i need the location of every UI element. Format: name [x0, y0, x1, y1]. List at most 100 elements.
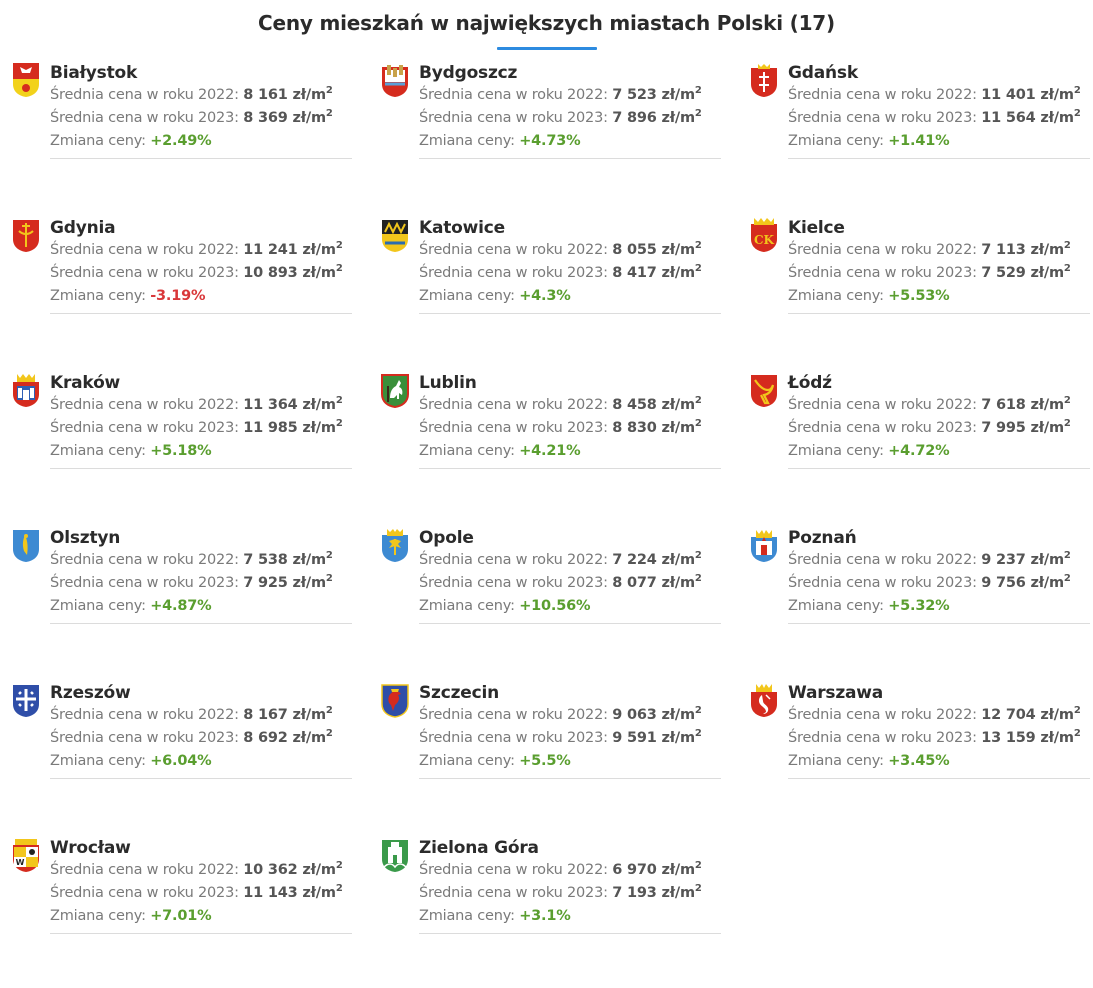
change-row: Zmiana ceny: +4.21%	[419, 440, 721, 463]
city-name[interactable]: Zielona Góra	[419, 838, 539, 858]
price-2022-row: Średnia cena w roku 2022: 8 055 zł/m2	[419, 239, 721, 262]
price-2023-value: 11 564 zł/m2	[981, 108, 1081, 126]
price-2022-value: 10 362 zł/m2	[243, 860, 343, 878]
change-row: Zmiana ceny: -3.19%	[50, 285, 352, 308]
city-info: Kraków Średnia cena w roku 2022: 11 364 …	[50, 372, 352, 469]
change-value: +4.21%	[519, 443, 581, 459]
city-card: Olsztyn Średnia cena w roku 2022: 7 538 …	[0, 523, 369, 678]
city-name[interactable]: Łódź	[788, 373, 832, 393]
card-divider	[419, 468, 721, 469]
city-info: Lublin Średnia cena w roku 2022: 8 458 z…	[419, 372, 721, 469]
change-label: Zmiana ceny:	[50, 133, 146, 149]
change-label: Zmiana ceny:	[788, 753, 884, 769]
price-2022-label: Średnia cena w roku 2022:	[788, 397, 977, 413]
city-name[interactable]: Szczecin	[419, 683, 500, 703]
lodz-crest-icon	[750, 372, 778, 408]
change-value: +3.1%	[519, 908, 571, 924]
kielce-crest-icon: CK	[750, 217, 778, 253]
svg-text:W: W	[16, 858, 25, 867]
price-2022-value: 9 237 zł/m2	[981, 550, 1071, 568]
city-name[interactable]: Katowice	[419, 218, 505, 238]
page-title: Ceny mieszkań w największych miastach Po…	[258, 11, 835, 35]
price-2023-label: Średnia cena w roku 2023:	[788, 575, 977, 591]
change-value: +4.72%	[888, 443, 950, 459]
card-divider	[50, 158, 352, 159]
price-2023-label: Średnia cena w roku 2023:	[50, 110, 239, 126]
city-name[interactable]: Olsztyn	[50, 528, 121, 548]
price-2023-label: Średnia cena w roku 2023:	[419, 885, 608, 901]
change-label: Zmiana ceny:	[50, 908, 146, 924]
city-name[interactable]: Opole	[419, 528, 474, 548]
price-2022-value: 9 063 zł/m2	[612, 705, 702, 723]
change-value: +3.45%	[888, 753, 950, 769]
price-2023-value: 8 692 zł/m2	[243, 728, 333, 746]
city-info: Opole Średnia cena w roku 2022: 7 224 zł…	[419, 527, 721, 624]
price-2023-value: 11 143 zł/m2	[243, 883, 343, 901]
price-2023-value: 9 756 zł/m2	[981, 573, 1071, 591]
change-label: Zmiana ceny:	[788, 598, 884, 614]
price-2023-label: Średnia cena w roku 2023:	[419, 110, 608, 126]
price-2022-row: Średnia cena w roku 2022: 9 237 zł/m2	[788, 549, 1090, 572]
change-value: +4.87%	[150, 598, 212, 614]
change-value: -3.19%	[150, 288, 206, 304]
price-2022-label: Średnia cena w roku 2022:	[419, 707, 608, 723]
price-2023-label: Średnia cena w roku 2023:	[788, 265, 977, 281]
change-row: Zmiana ceny: +4.87%	[50, 595, 352, 618]
price-2023-value: 9 591 zł/m2	[612, 728, 702, 746]
change-label: Zmiana ceny:	[50, 598, 146, 614]
city-name[interactable]: Wrocław	[50, 838, 131, 858]
price-2022-label: Średnia cena w roku 2022:	[788, 552, 977, 568]
change-value: +7.01%	[150, 908, 212, 924]
krakow-crest-icon	[12, 372, 40, 408]
price-2023-row: Średnia cena w roku 2023: 7 193 zł/m2	[419, 882, 721, 905]
city-info: Kielce Średnia cena w roku 2022: 7 113 z…	[788, 217, 1090, 314]
city-info: Gdańsk Średnia cena w roku 2022: 11 401 …	[788, 62, 1090, 159]
price-2023-label: Średnia cena w roku 2023:	[419, 730, 608, 746]
city-card: Kraków Średnia cena w roku 2022: 11 364 …	[0, 368, 369, 523]
gdynia-crest-icon	[12, 217, 40, 253]
opole-crest-icon	[381, 527, 409, 563]
city-card: Szczecin Średnia cena w roku 2022: 9 063…	[369, 678, 738, 833]
change-label: Zmiana ceny:	[419, 753, 515, 769]
change-value: +5.5%	[519, 753, 571, 769]
city-name[interactable]: Poznań	[788, 528, 857, 548]
city-name[interactable]: Białystok	[50, 63, 138, 83]
poznan-crest-icon	[750, 527, 778, 563]
price-2022-value: 8 167 zł/m2	[243, 705, 333, 723]
price-2022-row: Średnia cena w roku 2022: 7 113 zł/m2	[788, 239, 1090, 262]
price-2023-value: 11 985 zł/m2	[243, 418, 343, 436]
price-2023-value: 7 896 zł/m2	[612, 108, 702, 126]
change-value: +5.32%	[888, 598, 950, 614]
city-info: Rzeszów Średnia cena w roku 2022: 8 167 …	[50, 682, 352, 779]
change-row: Zmiana ceny: +10.56%	[419, 595, 721, 618]
card-divider	[50, 468, 352, 469]
city-card: Lublin Średnia cena w roku 2022: 8 458 z…	[369, 368, 738, 523]
city-name[interactable]: Kielce	[788, 218, 845, 238]
city-name[interactable]: Rzeszów	[50, 683, 131, 703]
city-name[interactable]: Bydgoszcz	[419, 63, 518, 83]
price-2022-value: 7 618 zł/m2	[981, 395, 1071, 413]
price-2023-label: Średnia cena w roku 2023:	[50, 265, 239, 281]
city-name[interactable]: Kraków	[50, 373, 121, 393]
price-2023-value: 8 077 zł/m2	[612, 573, 702, 591]
card-divider	[788, 623, 1090, 624]
price-2022-row: Średnia cena w roku 2022: 10 362 zł/m2	[50, 859, 352, 882]
city-name[interactable]: Gdynia	[50, 218, 116, 238]
price-2023-row: Średnia cena w roku 2023: 7 925 zł/m2	[50, 572, 352, 595]
city-name[interactable]: Warszawa	[788, 683, 884, 703]
price-2023-label: Średnia cena w roku 2023:	[50, 885, 239, 901]
price-2022-row: Średnia cena w roku 2022: 7 538 zł/m2	[50, 549, 352, 572]
city-name[interactable]: Lublin	[419, 373, 477, 393]
price-2023-label: Średnia cena w roku 2023:	[419, 575, 608, 591]
city-info: Warszawa Średnia cena w roku 2022: 12 70…	[788, 682, 1090, 779]
price-2022-label: Średnia cena w roku 2022:	[419, 552, 608, 568]
card-divider	[788, 778, 1090, 779]
svg-text:CK: CK	[754, 233, 775, 247]
card-divider	[419, 933, 721, 934]
card-divider	[419, 158, 721, 159]
bydgoszcz-crest-icon	[381, 62, 409, 98]
price-2022-row: Średnia cena w roku 2022: 8 458 zł/m2	[419, 394, 721, 417]
city-name[interactable]: Gdańsk	[788, 63, 858, 83]
price-2023-row: Średnia cena w roku 2023: 8 369 zł/m2	[50, 107, 352, 130]
city-card: W Wrocław Średnia cena w roku 2022: 10 3…	[0, 833, 369, 988]
